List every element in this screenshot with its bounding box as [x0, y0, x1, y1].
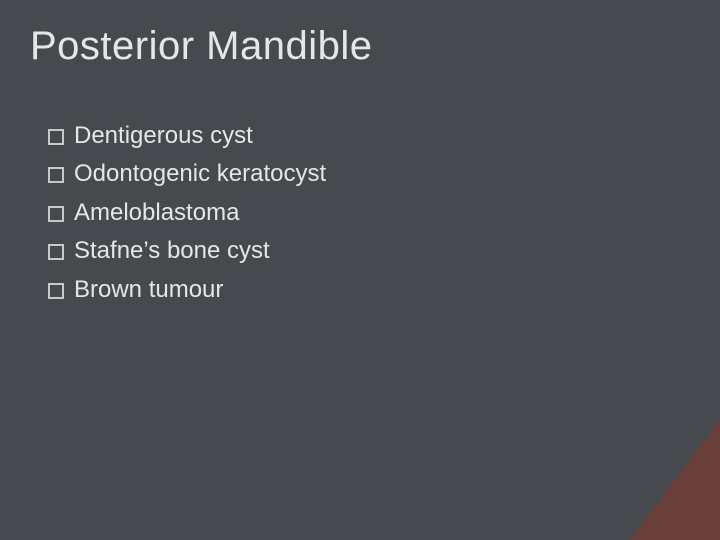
square-bullet-icon — [48, 167, 64, 183]
accent-triangle-icon — [630, 420, 720, 540]
list-item: Stafne’s bone cyst — [48, 235, 660, 267]
square-bullet-icon — [48, 129, 64, 145]
list-item: Ameloblastoma — [48, 197, 660, 229]
list-item: Brown tumour — [48, 274, 660, 306]
list-item-text: Dentigerous cyst — [74, 120, 253, 152]
slide: Posterior Mandible Dentigerous cyst Odon… — [0, 0, 720, 540]
slide-title: Posterior Mandible — [30, 24, 690, 69]
square-bullet-icon — [48, 244, 64, 260]
list-item: Dentigerous cyst — [48, 120, 660, 152]
list-item-text: Brown tumour — [74, 274, 223, 306]
square-bullet-icon — [48, 206, 64, 222]
list-item: Odontogenic keratocyst — [48, 158, 660, 190]
square-bullet-icon — [48, 283, 64, 299]
bullet-list: Dentigerous cyst Odontogenic keratocyst … — [48, 120, 660, 312]
list-item-text: Odontogenic keratocyst — [74, 158, 326, 190]
list-item-text: Ameloblastoma — [74, 197, 239, 229]
list-item-text: Stafne’s bone cyst — [74, 235, 270, 267]
